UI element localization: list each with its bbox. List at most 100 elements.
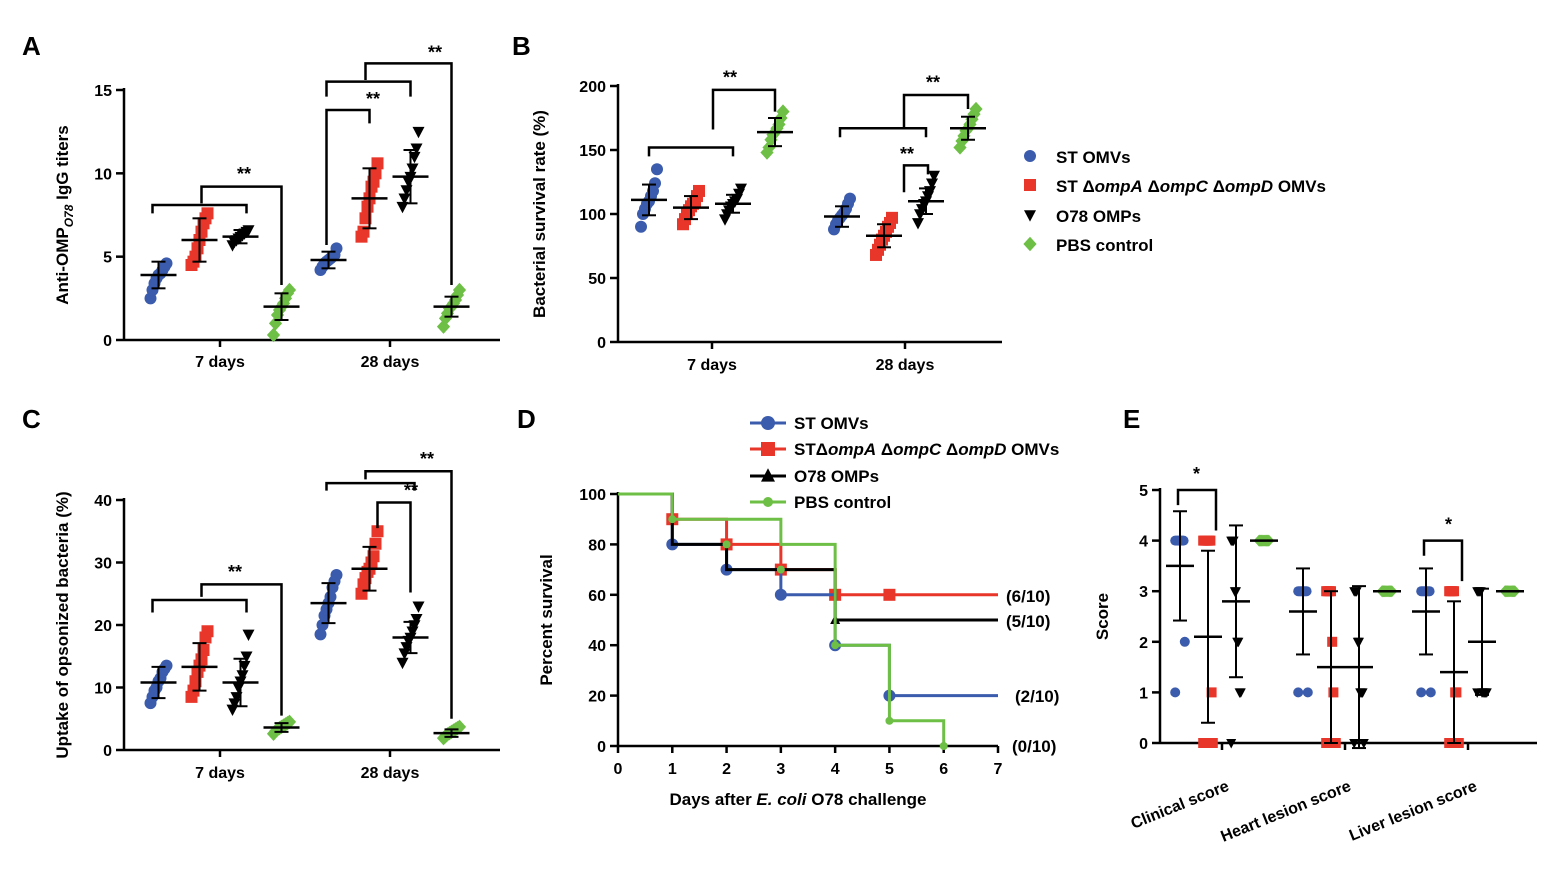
- data-point-A: [160, 257, 173, 270]
- data-point-E: [1416, 687, 1427, 698]
- bracket-A: [325, 80, 412, 97]
- data-point-E: [1198, 738, 1209, 748]
- y-axis-label-C: Uptake of opsonized bacteria (%): [53, 491, 72, 758]
- data-point-E: [1170, 687, 1181, 698]
- panel-label-A: A: [22, 31, 41, 61]
- significance-C: **: [228, 562, 242, 582]
- data-point-B: [651, 163, 663, 176]
- significance-C: **: [420, 449, 434, 469]
- y-axis-label-B: Bacterial survival rate (%): [530, 110, 549, 318]
- survival-fraction-D: (5/10): [1006, 612, 1050, 631]
- x-tick-label-D: 4: [831, 761, 840, 778]
- x-tick-label-E: Liver lesion score: [1347, 778, 1480, 845]
- legend-top-label: PBS control: [1056, 236, 1153, 255]
- data-point-E: [1425, 687, 1436, 698]
- data-point-E: [1327, 636, 1338, 647]
- y-tick-label-C: 10: [94, 681, 112, 698]
- significance-B: **: [900, 144, 914, 164]
- legend-top-marker: [1024, 210, 1036, 222]
- y-axis-label-D: Percent survival: [537, 554, 556, 685]
- y-tick-label-B: 50: [588, 271, 606, 288]
- data-point-C: [410, 613, 423, 626]
- bracket-B: [711, 88, 777, 130]
- data-point-B: [886, 211, 898, 224]
- significance-E: *: [1445, 514, 1452, 534]
- y-tick-label-E: 4: [1139, 534, 1148, 551]
- x-tick-label-D: 2: [722, 761, 731, 778]
- data-point-B: [926, 178, 938, 190]
- y-axis-label-E: Score: [1093, 593, 1112, 640]
- data-point-A: [396, 201, 409, 214]
- y-tick-label-B: 0: [597, 335, 606, 352]
- data-point-E: [1206, 687, 1217, 698]
- y-tick-label-E: 5: [1139, 483, 1148, 500]
- bracket-B: [838, 126, 928, 138]
- data-point-A: [266, 327, 281, 343]
- y-tick-label-E: 0: [1139, 736, 1148, 753]
- legend-top-marker: [1024, 150, 1036, 162]
- bracket-B: [902, 164, 930, 193]
- y-tick-label-C: 20: [94, 618, 112, 635]
- bracket-A: [325, 108, 371, 245]
- y-tick-label-C: 30: [94, 556, 112, 573]
- y-tick-label-D: 40: [588, 638, 606, 655]
- survival-fraction-D: (6/10): [1006, 587, 1050, 606]
- data-point-C: [282, 714, 297, 730]
- legend-top-marker: [1023, 236, 1037, 252]
- bracket-A: [200, 185, 283, 285]
- significance-A: **: [428, 42, 442, 62]
- y-tick-label-A: 15: [94, 83, 112, 100]
- data-point-B: [649, 177, 661, 190]
- data-point-E: [1328, 687, 1339, 698]
- data-point-B: [762, 140, 776, 155]
- data-point-E: [1226, 739, 1237, 749]
- panel-label-D: D: [517, 404, 536, 434]
- survival-marker-D: [883, 588, 896, 601]
- data-point-E: [1357, 688, 1368, 698]
- panel-label-E: E: [1123, 404, 1140, 434]
- bracket-C: [364, 470, 453, 719]
- survival-line-D: [618, 492, 998, 622]
- data-point-B: [953, 140, 967, 155]
- survival-fraction-D: (0/10): [1012, 737, 1056, 756]
- significance-B: **: [926, 73, 940, 93]
- survival-marker-D: [776, 565, 785, 574]
- data-point-C: [452, 719, 467, 735]
- legend-d-marker: [761, 442, 775, 456]
- bracket-B: [902, 93, 970, 129]
- y-tick-label-B: 150: [579, 143, 606, 160]
- data-point-B: [928, 170, 940, 183]
- x-tick-label-E: Clinical score: [1129, 778, 1232, 833]
- legend-d-marker: [761, 416, 775, 430]
- data-point-C: [369, 537, 382, 550]
- legend-d-label: STΔompA ΔompC ΔompD OMVs: [794, 440, 1059, 459]
- data-point-E: [1349, 739, 1360, 749]
- data-point-B: [776, 104, 790, 119]
- data-point-B: [844, 192, 856, 205]
- x-tick-label-D: 6: [939, 761, 948, 778]
- y-tick-label-E: 2: [1139, 635, 1148, 652]
- data-point-B: [735, 183, 747, 195]
- y-axis-label-A: Anti-OMPO78 IgG titers: [53, 125, 76, 304]
- significance-E: *: [1193, 464, 1200, 484]
- data-point-C: [201, 625, 214, 638]
- x-tick-label-B: 7 days: [687, 357, 737, 374]
- data-point-E: [1451, 687, 1462, 698]
- x-tick-label-D: 5: [885, 761, 894, 778]
- y-tick-label-D: 20: [588, 689, 606, 706]
- data-point-C: [330, 569, 343, 581]
- survival-marker-D: [668, 515, 677, 524]
- x-tick-label-B: 28 days: [876, 357, 935, 374]
- data-point-E: [1424, 586, 1435, 597]
- bracket-B: [647, 146, 735, 157]
- bracket-C: [376, 501, 412, 593]
- data-point-E: [1302, 687, 1313, 698]
- data-point-B: [693, 184, 705, 197]
- legend-d-marker: [763, 497, 773, 507]
- y-tick-label-A: 0: [103, 333, 112, 350]
- y-tick-label-A: 10: [94, 166, 112, 183]
- survival-marker-D: [939, 742, 948, 750]
- legend-d-label: PBS control: [794, 493, 891, 512]
- data-point-E: [1235, 688, 1246, 698]
- data-point-E: [1472, 688, 1483, 698]
